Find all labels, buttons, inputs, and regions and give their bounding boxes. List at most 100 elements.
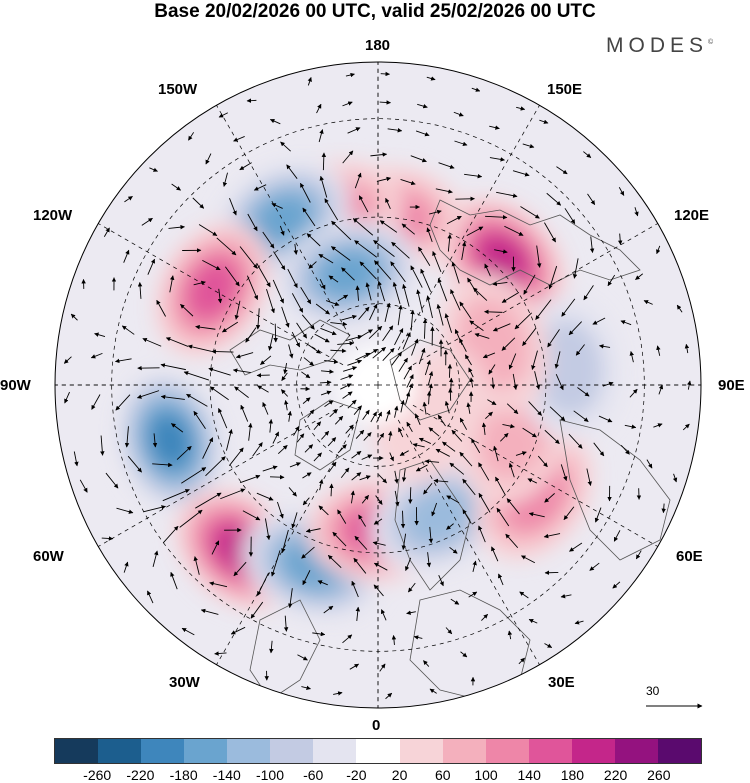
wind-vector-arrow	[446, 523, 454, 530]
wind-vector-arrow	[293, 243, 298, 255]
wind-vector-arrow	[121, 325, 135, 335]
wind-vector-arrow	[459, 301, 472, 320]
wind-vector-arrow	[230, 626, 246, 635]
wind-vector-arrow	[345, 72, 355, 78]
wind-vector-arrow	[115, 394, 131, 411]
wind-vector-arrow	[589, 236, 595, 254]
wind-vector-arrow	[502, 423, 515, 429]
wind-vector-arrow	[239, 246, 258, 269]
wind-vector-arrow	[535, 299, 552, 320]
wind-vector-arrow	[520, 555, 536, 564]
wind-vector-arrow	[308, 344, 321, 354]
wind-vector-arrow	[370, 152, 388, 157]
colorbar-bin	[184, 739, 228, 763]
wind-vector-arrow	[547, 329, 560, 348]
wind-vector-arrow	[149, 167, 158, 172]
wind-vector-arrow	[288, 487, 297, 497]
wind-vector-arrow	[211, 349, 234, 354]
wind-vector-arrow	[289, 462, 301, 468]
wind-vector-arrow	[481, 422, 487, 435]
colorbar-tick-label: 140	[517, 767, 541, 783]
wind-vector-arrow	[205, 153, 212, 165]
wind-vector-arrow	[474, 332, 490, 339]
wind-vector-arrow	[313, 452, 322, 462]
wind-vector-arrow	[426, 76, 436, 81]
map-border	[54, 61, 702, 709]
wind-vector-arrow	[506, 498, 520, 515]
meridian-line	[98, 404, 344, 547]
wind-vector-arrow	[256, 262, 271, 288]
wind-vector-arrow	[682, 423, 690, 431]
anomaly-contour	[149, 413, 192, 468]
wind-vector-arrow	[124, 196, 133, 203]
wind-vector-arrow	[461, 241, 467, 261]
wind-vector-arrow	[208, 367, 231, 376]
wind-vector-arrow	[446, 495, 460, 504]
wind-vector-arrow	[324, 198, 339, 221]
meridian-line	[397, 419, 540, 665]
wind-vector-arrow	[218, 112, 229, 118]
wind-vector-arrow	[355, 352, 371, 361]
wind-vector-arrow	[469, 377, 474, 388]
wind-vector-arrow	[414, 413, 421, 425]
wind-vector-arrow	[303, 357, 315, 366]
wind-vector-arrow	[341, 267, 355, 281]
wind-vector-arrow	[417, 103, 428, 109]
lon-label-60w: 60W	[33, 548, 64, 565]
wind-vector-arrow	[418, 437, 431, 444]
wind-vector-arrow	[583, 151, 592, 158]
wind-vector-arrow	[240, 474, 261, 484]
wind-vector-arrow	[302, 497, 310, 506]
wind-vector-arrow	[519, 591, 529, 599]
colorbar-bin	[356, 739, 400, 763]
wind-vector-arrow	[406, 610, 416, 615]
wind-vector-arrow	[180, 304, 194, 317]
wind-vector-arrow	[408, 487, 413, 504]
meridian-line	[412, 223, 658, 366]
wind-vector-arrow	[423, 660, 430, 667]
wind-vector-arrow	[291, 512, 298, 529]
wind-vector-arrow	[247, 213, 258, 232]
wind-vector-arrow	[587, 193, 596, 206]
wind-vector-arrow	[478, 462, 490, 481]
wind-vector-arrow	[162, 525, 179, 544]
wind-vector-arrow	[424, 459, 440, 464]
wind-vector-arrow	[391, 635, 397, 645]
wind-vector-arrow	[523, 274, 536, 295]
wind-vector-arrow	[306, 233, 321, 247]
wind-vector-arrow	[272, 279, 284, 304]
wind-vector-arrow	[302, 570, 311, 586]
wind-vector-arrow	[555, 374, 564, 391]
wind-vector-arrow	[318, 479, 324, 491]
colorbar-bin	[270, 739, 314, 763]
colorbar-tick-label: 20	[391, 767, 408, 783]
colorbar-bin	[442, 739, 486, 763]
wind-vector-arrow	[400, 510, 406, 529]
wind-vector-arrow	[198, 224, 218, 237]
wind-vector-arrow	[342, 634, 353, 644]
wind-vector-arrow	[354, 172, 362, 189]
wind-vector-arrow	[329, 483, 334, 497]
wind-vector-arrow	[410, 309, 415, 331]
wind-vector-arrow	[193, 410, 206, 429]
wind-vector-arrow	[369, 303, 378, 321]
wind-vector-arrow	[291, 293, 304, 313]
wind-vector-arrow	[90, 352, 103, 359]
wind-vector-arrow	[401, 468, 407, 482]
wind-vector-arrow	[376, 411, 382, 423]
wind-vector-arrow	[301, 314, 315, 330]
wind-vector-arrow	[400, 399, 405, 413]
wind-vector-arrow	[302, 397, 311, 404]
wind-vector-arrow	[280, 141, 291, 152]
wind-vector-arrow	[271, 550, 281, 577]
wind-vector-arrow	[635, 273, 644, 280]
wind-vector-arrow	[202, 437, 214, 459]
wind-vector-arrow	[577, 387, 590, 397]
wind-vector-arrow	[337, 509, 347, 524]
wind-vector-arrow	[506, 403, 519, 415]
wind-vector-arrow	[262, 402, 269, 415]
wind-vector-arrow	[561, 298, 576, 317]
wind-vector-arrow	[658, 384, 664, 395]
wind-vector-arrow	[315, 303, 330, 315]
wind-vector-arrow	[398, 357, 408, 372]
